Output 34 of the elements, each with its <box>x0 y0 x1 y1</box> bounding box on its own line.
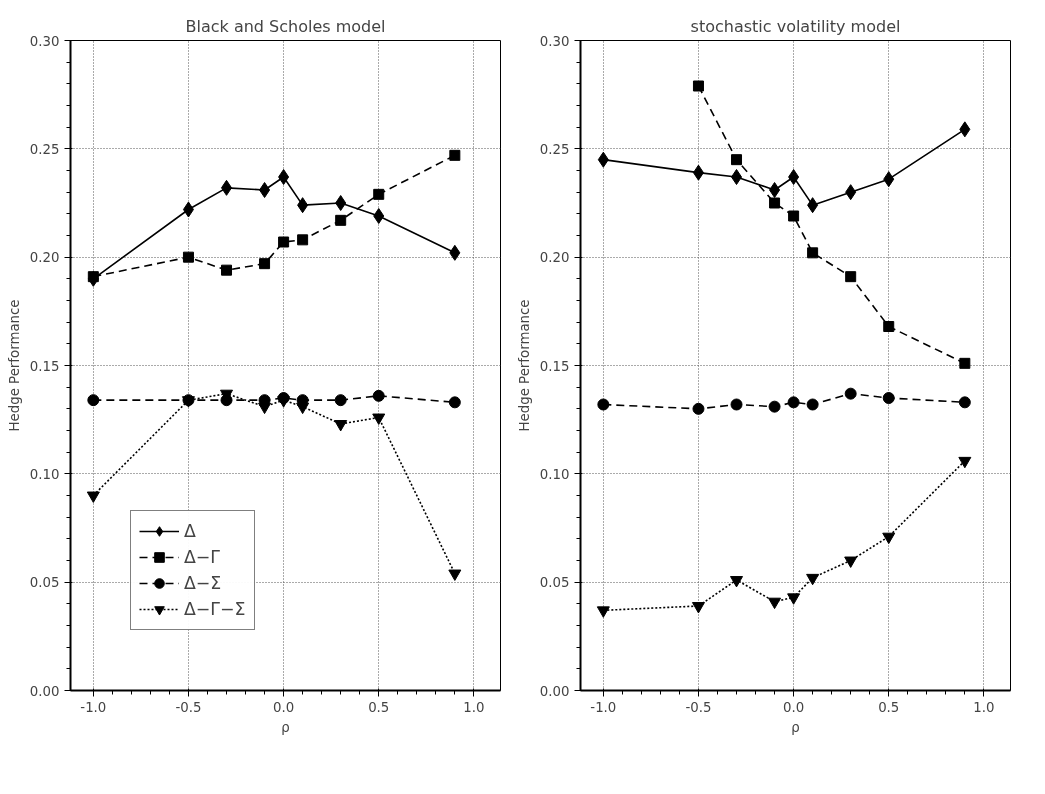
y-tick-label: 0.20 <box>29 250 60 266</box>
x-tick-label: -0.5 <box>685 699 712 715</box>
y-tick-label: 0.05 <box>29 575 60 591</box>
y-tick-label: 0.25 <box>29 141 60 157</box>
y-tick-label: 0.00 <box>539 683 570 699</box>
y-axis-title: Hedge Performance <box>516 299 532 432</box>
y-tick-label: 0.00 <box>29 683 60 699</box>
y-tick-label: 0.15 <box>539 358 570 374</box>
x-tick-label: 0.5 <box>368 699 390 715</box>
chart-title: Black and Scholes model <box>185 16 386 36</box>
y-axis-title: Hedge Performance <box>6 299 22 432</box>
y-tick-label: 0.25 <box>539 141 570 157</box>
x-tick-label: 0.0 <box>783 699 805 715</box>
legend-label: Δ−Γ−Σ <box>184 599 246 619</box>
x-tick-label: -1.0 <box>590 699 617 715</box>
y-tick-label: 0.05 <box>539 575 570 591</box>
x-tick-label: -1.0 <box>80 699 107 715</box>
x-axis-title: ρ <box>281 719 290 735</box>
legend-label: Δ−Γ <box>184 547 221 567</box>
y-tick-label: 0.30 <box>29 33 60 49</box>
y-tick-label: 0.10 <box>29 466 60 482</box>
x-tick-label: -0.5 <box>175 699 202 715</box>
x-tick-label: 1.0 <box>973 699 995 715</box>
y-tick-label: 0.10 <box>539 466 570 482</box>
y-tick-label: 0.30 <box>539 33 570 49</box>
x-tick-label: 1.0 <box>463 699 485 715</box>
x-tick-label: 0.0 <box>273 699 295 715</box>
y-tick-label: 0.20 <box>539 250 570 266</box>
legend-label: Δ−Σ <box>184 573 222 593</box>
y-tick-label: 0.15 <box>29 358 60 374</box>
legend-label: Δ <box>184 521 197 541</box>
x-tick-label: 0.5 <box>878 699 900 715</box>
chart-title: stochastic volatility model <box>690 16 901 36</box>
x-axis-title: ρ <box>791 719 800 735</box>
